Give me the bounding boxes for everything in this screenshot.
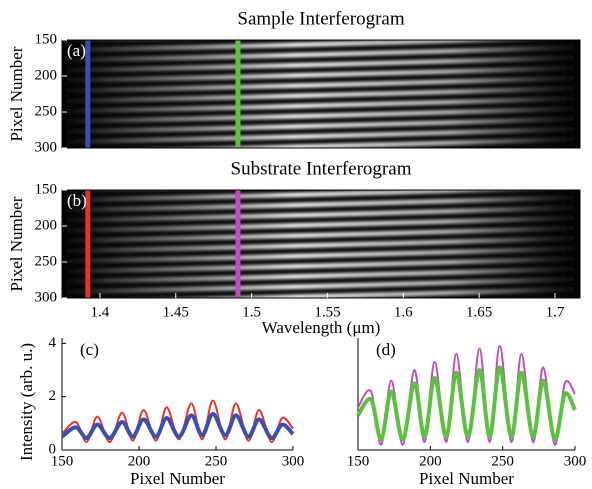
y-tick-label: 250 xyxy=(35,253,58,269)
y-tick-label: 4 xyxy=(49,335,57,351)
x-tick-label: 200 xyxy=(419,453,442,469)
y-tick-label: 150 xyxy=(35,31,58,47)
x-tick-label: 150 xyxy=(347,453,370,469)
y-axis-label: Pixel Number xyxy=(7,196,26,291)
panel-label: (b) xyxy=(67,191,87,210)
y-tick-label: 300 xyxy=(35,139,58,155)
y-tick-label: 150 xyxy=(35,181,58,197)
x-tick-label: 250 xyxy=(205,453,228,469)
y-tick-label: 2 xyxy=(49,388,57,404)
fringe xyxy=(62,106,580,124)
x-tick-label: 150 xyxy=(51,453,74,469)
x-axis-label: Wavelength (μm) xyxy=(262,318,381,337)
y-axis-label: Pixel Number xyxy=(7,46,26,141)
fringe xyxy=(62,190,556,203)
x-tick-label: 1.45 xyxy=(163,304,189,320)
x-axis-label: Pixel Number xyxy=(419,469,514,488)
series-line xyxy=(60,411,295,440)
fringe xyxy=(62,215,580,233)
fringe xyxy=(62,225,580,244)
x-tick-label: 1.55 xyxy=(314,304,340,320)
fringe xyxy=(62,116,580,134)
panel-label: (a) xyxy=(67,41,86,60)
x-tick-label: 300 xyxy=(282,453,305,469)
panel-label: (d) xyxy=(376,340,396,359)
fringe xyxy=(62,75,580,94)
marker-line xyxy=(235,40,241,148)
fringe xyxy=(62,256,580,274)
x-tick-label: 1.6 xyxy=(394,304,413,320)
fringe xyxy=(62,85,580,104)
fringe xyxy=(62,40,556,53)
fringes xyxy=(62,40,580,148)
y-tick-label: 0 xyxy=(49,441,57,457)
panel-title: Sample Interferogram xyxy=(237,8,404,29)
x-tick-label: 1.7 xyxy=(546,304,565,320)
fringe xyxy=(62,126,580,145)
axes-frame xyxy=(61,39,581,149)
x-tick-label: 300 xyxy=(564,453,587,469)
series-line xyxy=(356,365,577,442)
fringe xyxy=(62,205,580,223)
y-tick-label: 250 xyxy=(35,103,58,119)
fringe xyxy=(62,55,580,73)
fringe xyxy=(148,136,580,148)
fringe xyxy=(62,65,580,83)
axes-frame xyxy=(61,189,581,299)
x-tick-label: 1.5 xyxy=(242,304,261,320)
fringe xyxy=(62,194,580,213)
x-tick-label: 200 xyxy=(128,453,151,469)
panel-title: Substrate Interferogram xyxy=(231,158,412,179)
x-tick-label: 1.4 xyxy=(91,304,110,320)
fringe xyxy=(62,276,580,295)
fringe xyxy=(148,286,580,298)
fringe xyxy=(62,266,580,284)
series-line xyxy=(61,399,294,444)
fringe xyxy=(62,95,580,114)
y-tick-label: 200 xyxy=(35,67,58,83)
y-tick-label: 200 xyxy=(35,217,58,233)
x-axis-label: Pixel Number xyxy=(130,469,225,488)
marker-line xyxy=(85,190,91,298)
fringe xyxy=(62,44,580,63)
fringe xyxy=(62,245,580,264)
x-tick-label: 250 xyxy=(491,453,514,469)
x-tick-label: 1.65 xyxy=(466,304,492,320)
fringe xyxy=(62,235,580,254)
y-tick-label: 300 xyxy=(35,289,58,305)
panel-label: (c) xyxy=(80,340,99,359)
marker-line xyxy=(85,40,91,148)
fringes xyxy=(62,190,580,298)
marker-line xyxy=(235,190,241,298)
y-axis-label: Intensity (arb. u.) xyxy=(17,343,36,461)
